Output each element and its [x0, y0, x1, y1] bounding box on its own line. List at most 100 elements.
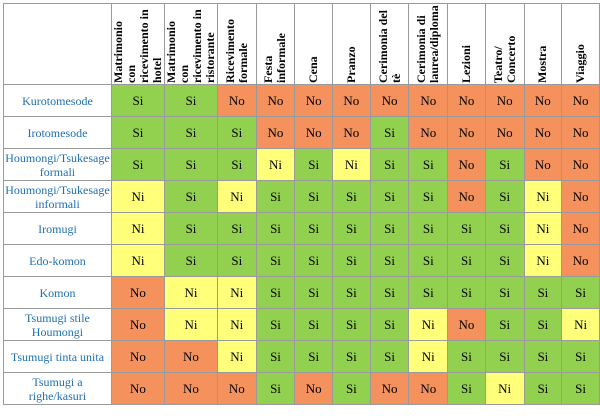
suitability-cell: Si: [163, 84, 218, 117]
suitability-cell: Ni: [110, 244, 165, 277]
suitability-cell: No: [561, 116, 600, 149]
suitability-cell: No: [408, 84, 449, 117]
suitability-cell: Si: [369, 148, 410, 181]
suitability-cell: Si: [484, 276, 525, 309]
suitability-cell: No: [294, 372, 334, 405]
suitability-cell: Si: [561, 372, 600, 405]
suitability-cell: Si: [110, 84, 165, 117]
suitability-cell: Si: [408, 276, 449, 309]
suitability-cell: No: [447, 180, 486, 213]
suitability-cell: No: [255, 84, 296, 117]
suitability-cell: No: [447, 116, 486, 149]
suitability-cell: Ni: [216, 276, 257, 309]
suitability-cell: Si: [294, 340, 334, 373]
column-header: Festa informale: [255, 3, 296, 85]
suitability-cell: Ni: [408, 308, 449, 341]
column-header: Cena: [294, 3, 334, 85]
suitability-cell: Si: [110, 148, 165, 181]
table-row: Houmongi/Tsukesage informali Ni Si Ni Si Si Si…: [3, 180, 600, 213]
suitability-cell: No: [484, 116, 525, 149]
kimono-occasion-table: Matrimonio con ricevimento in hotel Matri…: [3, 3, 600, 405]
column-header-label: Lezioni: [459, 45, 473, 83]
suitability-cell: Ni: [216, 180, 257, 213]
suitability-cell: Si: [369, 212, 410, 245]
suitability-cell: No: [369, 372, 410, 405]
suitability-cell: Ni: [523, 244, 563, 277]
suitability-cell: Si: [408, 212, 449, 245]
suitability-cell: No: [369, 84, 410, 117]
suitability-cell: Ni: [110, 212, 165, 245]
suitability-cell: No: [110, 308, 165, 341]
column-header-label: Cerimonia del tè: [376, 10, 403, 83]
column-header: Teatro/ Concerto: [484, 3, 525, 85]
table-row: Tsumugi tinta unita No No Ni Si Si Si Si Ni Si Si S…: [3, 340, 600, 373]
suitability-cell: No: [163, 340, 218, 373]
kimono-type-label: Tsumugi a righe/kasuri: [3, 372, 112, 405]
suitability-cell: Si: [408, 148, 449, 181]
suitability-cell: Ni: [523, 180, 563, 213]
suitability-cell: Si: [447, 212, 486, 245]
suitability-cell: Si: [255, 276, 296, 309]
suitability-cell: Si: [294, 276, 334, 309]
suitability-cell: Si: [294, 244, 334, 277]
suitability-cell: Si: [447, 340, 486, 373]
suitability-cell: Ni: [255, 148, 296, 181]
column-header: Lezioni: [447, 3, 486, 85]
suitability-cell: No: [523, 84, 563, 117]
suitability-cell: Si: [369, 340, 410, 373]
column-header: Matrimonio con ricevimento in hotel: [110, 3, 165, 85]
suitability-cell: Si: [523, 372, 563, 405]
suitability-cell: Si: [369, 180, 410, 213]
suitability-cell: Si: [484, 244, 525, 277]
suitability-cell: No: [216, 372, 257, 405]
suitability-cell: Si: [447, 372, 486, 405]
suitability-cell: Si: [408, 244, 449, 277]
suitability-cell: No: [110, 276, 165, 309]
kimono-type-label: Komon: [3, 276, 112, 309]
table-row: Komon No Ni Ni Si Si Si Si Si Si Si Si Si: [3, 276, 600, 309]
table-row: Kurotomesode Si Si No No No No No No No No No No: [3, 84, 600, 117]
table-row: Tsumugi a righe/kasuri No No No Si No Si No No Si…: [3, 372, 600, 405]
suitability-cell: Si: [255, 180, 296, 213]
column-header: Mostra: [523, 3, 563, 85]
column-header-label: Cena: [307, 56, 321, 83]
kimono-type-label: Tsumugi tinta unita: [3, 340, 112, 373]
suitability-cell: Ni: [408, 340, 449, 373]
column-header-label: Pranzo: [344, 46, 358, 83]
suitability-cell: Ni: [110, 180, 165, 213]
table-row: Irotomesode Si Si Si No No No Si No No No No No: [3, 116, 600, 149]
suitability-cell: Ni: [216, 340, 257, 373]
column-header-label: Matrimonio con ricevimento in hotel: [111, 9, 164, 83]
suitability-cell: Si: [369, 308, 410, 341]
suitability-cell: No: [408, 372, 449, 405]
suitability-cell: Si: [216, 148, 257, 181]
suitability-cell: No: [561, 148, 600, 181]
suitability-cell: Si: [561, 276, 600, 309]
column-header-label: Cerimonia di laurea/diploma: [415, 5, 442, 83]
suitability-cell: Ni: [561, 308, 600, 341]
suitability-cell: No: [294, 116, 334, 149]
kimono-type-label: Irotomesode: [3, 116, 112, 149]
suitability-cell: No: [332, 116, 371, 149]
suitability-cell: Si: [369, 244, 410, 277]
suitability-cell: Si: [255, 340, 296, 373]
suitability-cell: No: [163, 372, 218, 405]
suitability-cell: No: [332, 84, 371, 117]
suitability-cell: Si: [255, 308, 296, 341]
suitability-cell: No: [216, 84, 257, 117]
suitability-cell: No: [110, 372, 165, 405]
kimono-type-label: Houmongi/Tsukesage formali: [3, 148, 112, 181]
kimono-type-label: Edo-komon: [3, 244, 112, 277]
suitability-cell: Si: [408, 180, 449, 213]
suitability-cell: Si: [447, 244, 486, 277]
kimono-type-label: Iromugi: [3, 212, 112, 245]
suitability-cell: Si: [369, 116, 410, 149]
column-header: Viaggio: [561, 3, 600, 85]
corner-cell: [3, 3, 112, 85]
suitability-cell: Si: [332, 308, 371, 341]
suitability-cell: No: [255, 116, 296, 149]
suitability-cell: Si: [255, 372, 296, 405]
suitability-cell: Si: [332, 244, 371, 277]
suitability-cell: No: [561, 84, 600, 117]
suitability-cell: Ni: [484, 372, 525, 405]
